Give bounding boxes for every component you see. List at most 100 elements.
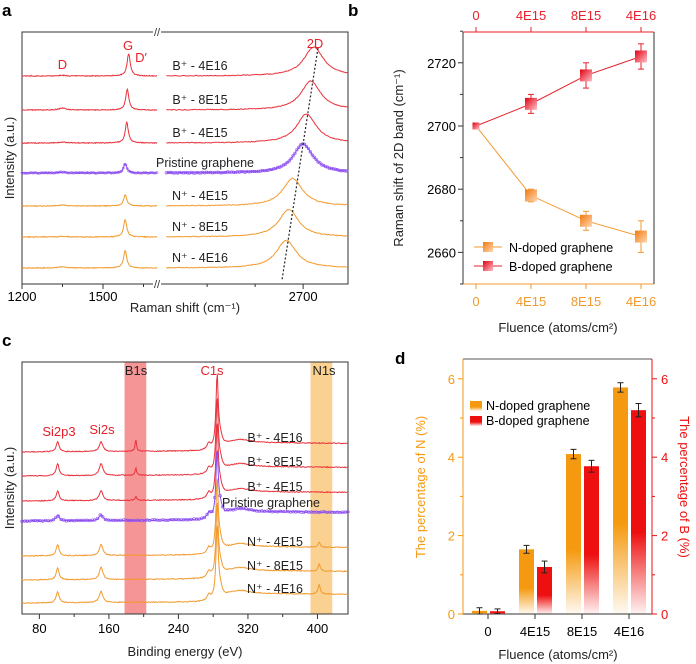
pristine-marker: [205, 512, 209, 517]
pristine-marker: [231, 170, 236, 174]
pristine-marker: [237, 170, 241, 174]
pristine-marker: [23, 171, 27, 175]
x-tick-label: 4E16: [614, 624, 644, 639]
peak-label: Si2p3: [42, 424, 75, 439]
pristine-marker: [115, 171, 118, 175]
pristine-marker: [136, 171, 140, 174]
pristine-marker: [96, 171, 99, 175]
raman-spectrum-line: [21, 53, 157, 77]
raman-spectrum-line: [21, 120, 158, 145]
pristine-marker: [27, 171, 31, 175]
pristine-marker: [54, 171, 58, 175]
pristine-marker: [178, 170, 182, 175]
pristine-marker: [306, 146, 311, 151]
pristine-marker: [59, 170, 63, 174]
pristine-marker: [337, 168, 341, 172]
pristine-marker: [251, 169, 255, 174]
pristine-marker: [90, 171, 94, 175]
raman-spectrum-line: [166, 239, 348, 269]
pristine-marker: [65, 171, 68, 174]
pristine-marker: [185, 171, 190, 175]
pristine-marker: [228, 170, 232, 174]
pristine-marker: [304, 144, 309, 149]
pristine-marker: [103, 171, 106, 175]
spectrum-label: Pristine graphene: [156, 156, 254, 170]
pristine-marker: [26, 171, 29, 175]
pristine-marker: [32, 171, 36, 175]
pristine-marker: [20, 171, 24, 175]
panel-a-frame: [21, 31, 349, 285]
pristine-marker: [108, 171, 112, 174]
pristine-marker: [73, 171, 77, 175]
legend-marker: [483, 242, 493, 252]
xps-spectrum-line: [21, 525, 349, 604]
pristine-marker: [117, 170, 121, 174]
bottom-tick-label: 4E16: [626, 294, 656, 309]
raman-spectrum-line: [166, 80, 349, 111]
pristine-marker: [80, 171, 83, 175]
pristine-marker: [121, 166, 125, 170]
pristine-marker: [51, 171, 55, 175]
pristine-marker: [195, 170, 199, 175]
pristine-marker: [104, 171, 108, 175]
left-tick-label: 4: [448, 450, 455, 465]
top-tick-label: 8E15: [571, 8, 601, 23]
bar: [566, 454, 581, 614]
pristine-marker: [152, 171, 156, 175]
pristine-marker: [245, 169, 249, 174]
pristine-marker: [54, 515, 58, 520]
pristine-marker: [78, 171, 82, 175]
pristine-marker: [28, 171, 32, 175]
peak-label: D′: [135, 50, 147, 65]
pristine-marker: [320, 163, 324, 167]
pristine-marker: [24, 171, 28, 175]
pristine-marker: [226, 170, 230, 174]
pristine-marker: [183, 171, 188, 175]
peak-label: G: [123, 38, 133, 53]
pristine-marker: [247, 170, 251, 174]
pristine-marker: [140, 171, 144, 175]
pristine-marker: [101, 515, 105, 519]
pristine-marker: [339, 169, 343, 173]
panel-b-ylabel: Raman shift of 2D band (cm⁻¹): [391, 69, 406, 246]
bottom-tick-label: 8E15: [571, 294, 601, 309]
pristine-marker: [256, 169, 261, 173]
raman-spectrum-line: [21, 249, 158, 270]
pristine-marker: [254, 169, 259, 174]
spectrum-label: Pristine graphene: [222, 496, 320, 510]
pristine-marker: [258, 169, 263, 173]
spectrum-label: B⁺ - 4E15: [247, 480, 302, 494]
pristine-marker: [155, 171, 159, 174]
pristine-marker: [262, 169, 266, 173]
pristine-marker: [84, 171, 87, 175]
pristine-marker: [30, 171, 33, 174]
xps-spectrum-line: [21, 374, 349, 453]
pristine-marker: [249, 170, 253, 174]
2d-shift-guide-line: [281, 47, 319, 281]
panel-c-frame: [21, 361, 349, 615]
series-line: [475, 125, 642, 238]
spectrum-label: N⁺ - 4E16: [172, 251, 228, 265]
pristine-marker: [46, 171, 50, 175]
pristine-marker: [331, 167, 335, 171]
bar: [631, 410, 646, 614]
pristine-marker: [131, 170, 135, 174]
y-tick-label: 2700: [427, 119, 456, 134]
panel-label-c: c: [2, 331, 11, 350]
pristine-marker: [31, 171, 35, 175]
data-point-marker: [635, 50, 647, 63]
pristine-marker: [132, 171, 136, 175]
pristine-marker: [76, 171, 79, 175]
xps-spectrum-line: [21, 398, 349, 477]
pristine-marker: [39, 171, 43, 175]
pristine-marker: [154, 171, 157, 175]
pristine-marker: [199, 171, 203, 175]
pristine-marker: [182, 171, 186, 175]
y-tick-label: 2680: [427, 182, 456, 197]
legend-swatch: [470, 416, 482, 426]
band-B1s: [124, 362, 147, 614]
raman-spectrum-line: [166, 209, 348, 238]
pristine-marker: [253, 169, 257, 174]
pristine-marker: [105, 171, 109, 174]
pristine-marker: [174, 171, 178, 175]
